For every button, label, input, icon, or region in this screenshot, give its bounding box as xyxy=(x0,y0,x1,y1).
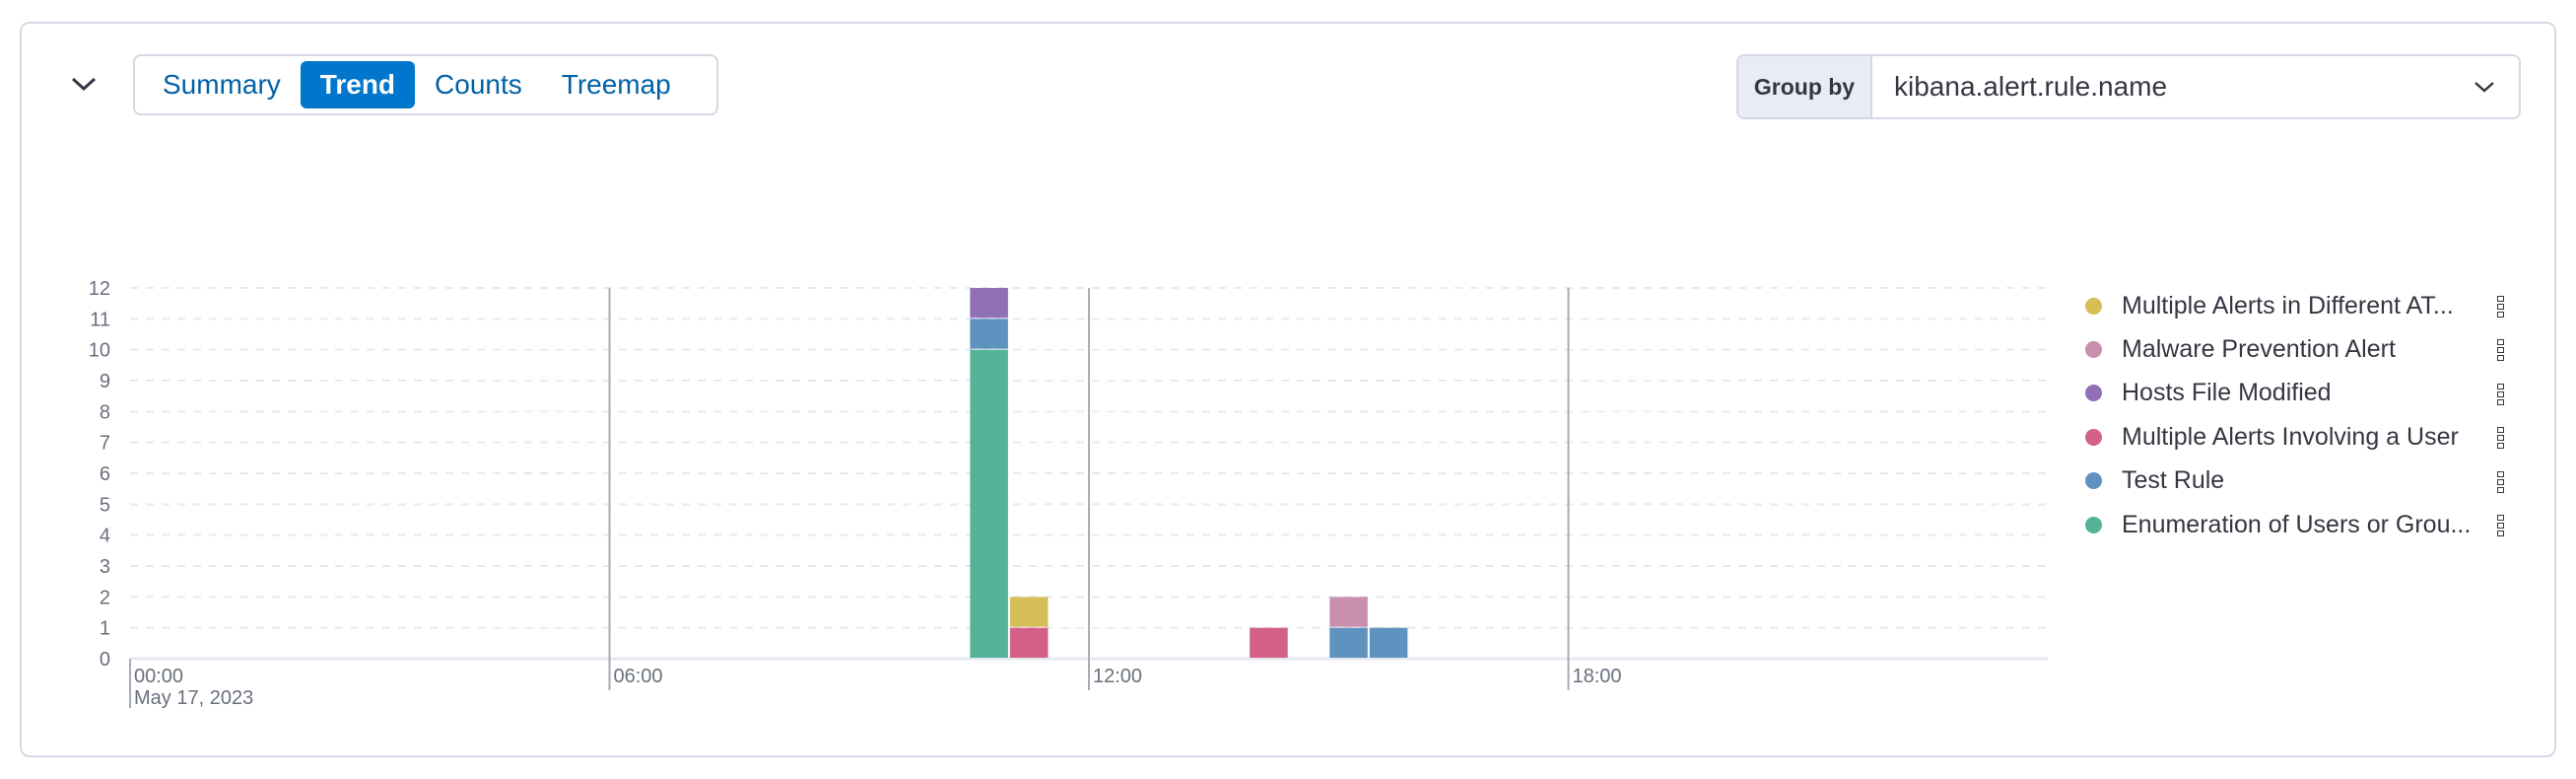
bar-segment xyxy=(1329,597,1368,627)
bar-segment xyxy=(970,288,1008,319)
y-tick-label: 12 xyxy=(89,278,110,300)
group-by-field[interactable]: kibana.alert.rule.name xyxy=(1872,56,2519,117)
group-by-value: kibana.alert.rule.name xyxy=(1894,71,2168,102)
x-tick-label: 12:00 xyxy=(1093,666,1142,687)
view-tabs: Summary Trend Counts Treemap xyxy=(133,54,718,115)
legend-item[interactable]: Enumeration of Users or Grou... xyxy=(2079,503,2513,546)
legend-item[interactable]: Malware Prevention Alert xyxy=(2079,327,2513,371)
y-tick-label: 11 xyxy=(90,309,110,330)
y-tick-label: 10 xyxy=(89,340,110,362)
bar-segment xyxy=(1329,627,1368,658)
legend-actions-icon[interactable] xyxy=(2497,514,2505,536)
bar-segment xyxy=(970,349,1008,658)
y-tick-label: 1 xyxy=(100,618,110,640)
legend-color-dot xyxy=(2085,472,2102,490)
x-tick-sublabel: May 17, 2023 xyxy=(134,687,253,709)
y-tick-label: 2 xyxy=(100,587,110,608)
bar-segment xyxy=(1250,627,1288,658)
legend-actions-icon[interactable] xyxy=(2497,339,2505,362)
x-tick-label: 18:00 xyxy=(1573,666,1622,687)
legend-color-dot xyxy=(2085,516,2102,533)
legend-item[interactable]: Multiple Alerts in Different AT... xyxy=(2079,284,2513,327)
tab-summary[interactable]: Summary xyxy=(163,69,281,100)
alerts-histogram-panel xyxy=(20,22,2556,757)
legend-actions-icon[interactable] xyxy=(2497,470,2505,493)
tab-trend[interactable]: Trend xyxy=(300,61,416,108)
y-tick-label: 9 xyxy=(100,371,110,392)
legend-color-dot xyxy=(2085,341,2102,359)
legend-item[interactable]: Test Rule xyxy=(2079,460,2513,503)
legend-label: Test Rule xyxy=(2122,466,2225,495)
y-tick-label: 5 xyxy=(100,494,110,516)
legend-label: Multiple Alerts in Different AT... xyxy=(2122,291,2454,319)
group-by-label: Group by xyxy=(1738,56,1872,117)
legend-actions-icon[interactable] xyxy=(2497,427,2505,450)
y-tick-label: 0 xyxy=(100,649,110,671)
tab-counts[interactable]: Counts xyxy=(435,69,522,100)
bar-segment xyxy=(1009,597,1049,627)
legend-label: Malware Prevention Alert xyxy=(2122,335,2396,364)
x-tick-label: 00:00 xyxy=(134,666,183,687)
legend-color-dot xyxy=(2085,428,2102,446)
bar-segment xyxy=(1369,627,1408,658)
y-tick-label: 8 xyxy=(100,401,110,423)
bar-segment xyxy=(1009,627,1049,658)
x-tick-label: 06:00 xyxy=(614,666,663,687)
bar-segment xyxy=(970,319,1008,349)
chevron-down-icon xyxy=(2474,82,2494,93)
legend-actions-icon[interactable] xyxy=(2497,296,2505,318)
chart-legend: Multiple Alerts in Different AT... Malwar… xyxy=(2079,284,2513,546)
y-tick-label: 6 xyxy=(100,463,110,485)
legend-label: Hosts File Modified xyxy=(2122,379,2332,407)
y-tick-label: 4 xyxy=(100,526,110,547)
collapse-toggle[interactable] xyxy=(67,69,101,99)
legend-color-dot xyxy=(2085,385,2102,402)
y-tick-label: 3 xyxy=(100,556,110,578)
legend-item[interactable]: Hosts File Modified xyxy=(2079,372,2513,415)
legend-color-dot xyxy=(2085,297,2102,315)
legend-item[interactable]: Multiple Alerts Involving a User xyxy=(2079,415,2513,459)
legend-label: Enumeration of Users or Grou... xyxy=(2122,510,2472,538)
chevron-down-icon xyxy=(71,77,97,92)
legend-actions-icon[interactable] xyxy=(2497,383,2505,405)
legend-label: Multiple Alerts Involving a User xyxy=(2122,422,2459,451)
group-by-select[interactable]: Group by kibana.alert.rule.name xyxy=(1736,54,2521,119)
y-tick-label: 7 xyxy=(100,433,110,455)
tab-treemap[interactable]: Treemap xyxy=(561,69,671,100)
